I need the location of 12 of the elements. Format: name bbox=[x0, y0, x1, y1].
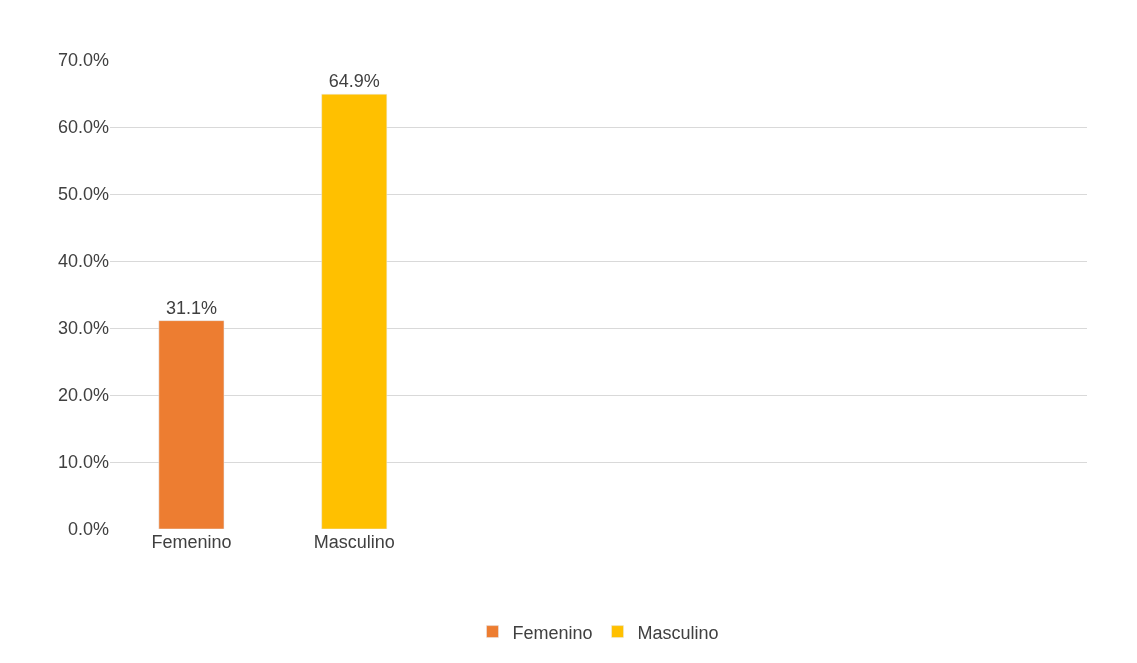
y-tick-label: 10.0% bbox=[57, 452, 109, 473]
y-tick-label: 70.0% bbox=[57, 50, 109, 71]
data-label: 64.9% bbox=[328, 71, 380, 92]
y-tick-label: 30.0% bbox=[57, 318, 109, 339]
y-tick-label: 60.0% bbox=[57, 117, 109, 138]
legend-label: Masculino bbox=[637, 622, 719, 643]
data-label: 31.1% bbox=[165, 297, 217, 318]
y-tick-label: 50.0% bbox=[57, 184, 109, 205]
y-tick-label: 40.0% bbox=[57, 251, 109, 272]
y-tick-label: 20.0% bbox=[57, 385, 109, 406]
legend-label: Femenino bbox=[512, 622, 593, 643]
y-tick-label: 0.0% bbox=[67, 519, 109, 540]
